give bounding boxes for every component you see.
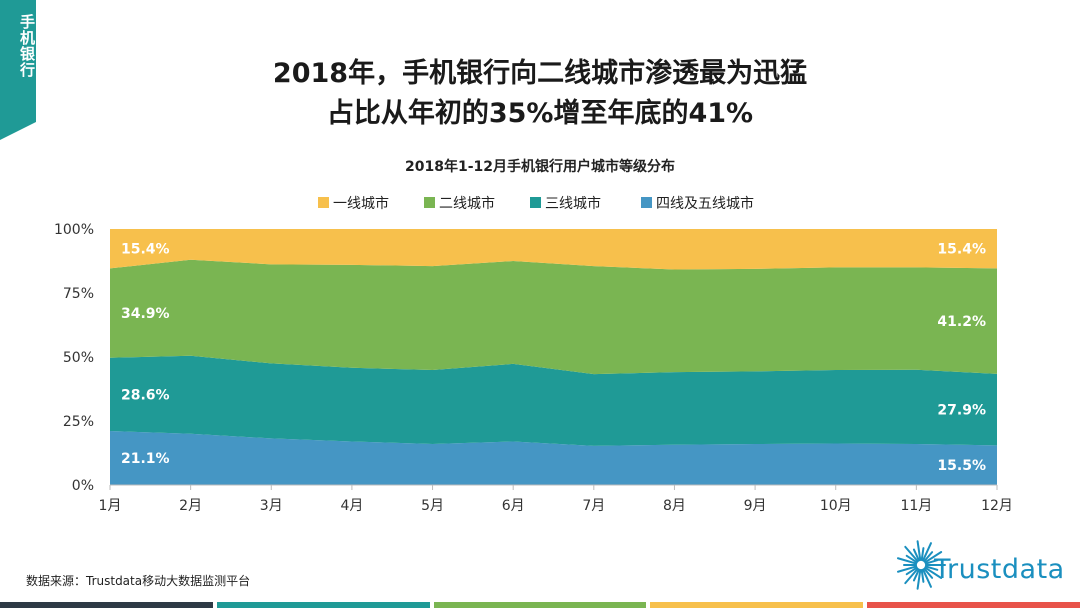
x-tick-label: 12月 [981,498,1013,514]
logo-ray [924,551,943,564]
y-tick-label: 100% [54,222,94,238]
logo-text: Trustdata [934,554,1065,585]
data-label: 15.4% [121,242,170,258]
logo-ray [923,551,934,563]
trustdata-logo-icon [896,540,946,590]
data-label: 27.9% [937,403,986,419]
bottom-bar-segment [433,602,647,608]
logo-ray [922,542,932,562]
legend-swatch [318,197,329,208]
logo-ray [916,540,922,562]
bottom-bar-segment [650,602,864,608]
side-tab-label: 手机银行 [18,14,36,78]
x-tick-label: 1月 [99,498,122,514]
logo-ray [920,547,925,562]
legend-label: 四线及五线城市 [656,195,754,212]
logo-ray [924,566,943,579]
bottom-bar-segment [216,602,430,608]
logo-ray [923,567,934,579]
x-tick-label: 6月 [502,498,525,514]
stacked-area-chart: 0% 25% 50% 75% 100% 1月 2月 3月 4月 5月 6月 7月 8月 9月 10月 11月 1… [54,195,1013,514]
area-一线城市 [110,229,997,270]
bottom-color-bar [0,602,1080,608]
legend-swatch [530,197,541,208]
legend-label: 三线城市 [545,195,601,212]
logo-ray [922,568,932,588]
legend-label: 一线城市 [333,195,389,212]
x-tick-label: 7月 [582,498,605,514]
area-四线及五线城市 [110,430,997,485]
headline-line-2: 占比从年初的35%增至年底的41% [326,98,754,129]
headline-line-1: 2018年，手机银行向二线城市渗透最为迅猛 [272,58,808,89]
logo-ray [916,568,922,590]
logo-ray [920,568,925,583]
y-tick-label: 50% [63,350,94,366]
y-tick-label: 0% [72,478,94,494]
side-tab: 手机银行 [0,0,36,140]
area-三线城市 [110,355,997,446]
data-source: 数据来源：Trustdata移动大数据监测平台 [26,574,251,588]
y-tick-label: 75% [63,286,94,302]
y-tick-label: 25% [63,414,94,430]
logo-ray [896,565,918,573]
bottom-bar-segment [0,602,213,608]
legend-label: 二线城市 [439,195,495,212]
data-label: 21.1% [121,451,170,467]
data-label: 15.5% [937,458,986,474]
x-tick-label: 2月 [179,498,202,514]
x-tick-label: 3月 [260,498,283,514]
bottom-bar-segment [867,602,1080,608]
x-tick-label: 9月 [744,498,767,514]
logo-ray [912,548,920,562]
logo-ray [904,545,919,563]
logo-ray [924,559,939,565]
area-二线城市 [110,259,997,375]
x-tick-label: 5月 [421,498,444,514]
logo-ray [912,568,920,582]
x-tick-label: 10月 [820,498,852,514]
x-tick-label: 4月 [340,498,363,514]
data-label: 34.9% [121,306,170,322]
data-label: 28.6% [121,387,170,403]
x-tick-label: 11月 [900,498,932,514]
logo-ray [904,567,919,585]
logo-ray [924,565,939,571]
legend-swatch [641,197,652,208]
logo-ray [896,557,918,565]
chart-title: 2018年1-12月手机银行用户城市等级分布 [405,159,675,175]
legend-swatch [424,197,435,208]
logo-ray [905,566,918,576]
data-label: 41.2% [937,314,986,330]
x-tick-label: 8月 [663,498,686,514]
logo-ray [905,554,918,564]
data-label: 15.4% [937,242,986,258]
